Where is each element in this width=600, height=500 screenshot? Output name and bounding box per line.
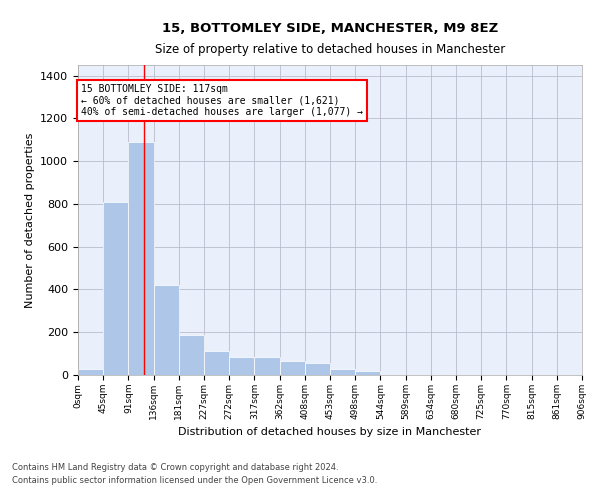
Bar [280,361,305,375]
Bar [204,352,229,375]
Bar [78,368,103,375]
Bar [103,202,128,375]
Bar [355,370,380,375]
Bar [128,142,154,375]
Bar [305,363,330,375]
Bar [229,357,254,375]
Text: 15 BOTTOMLEY SIDE: 117sqm
← 60% of detached houses are smaller (1,621)
40% of se: 15 BOTTOMLEY SIDE: 117sqm ← 60% of detac… [81,84,363,117]
Text: Contains public sector information licensed under the Open Government Licence v3: Contains public sector information licen… [12,476,377,485]
Text: Contains HM Land Registry data © Crown copyright and database right 2024.: Contains HM Land Registry data © Crown c… [12,464,338,472]
Bar [179,336,204,375]
Y-axis label: Number of detached properties: Number of detached properties [25,132,35,308]
X-axis label: Distribution of detached houses by size in Manchester: Distribution of detached houses by size … [179,428,482,438]
Text: 15, BOTTOMLEY SIDE, MANCHESTER, M9 8EZ: 15, BOTTOMLEY SIDE, MANCHESTER, M9 8EZ [162,22,498,36]
Bar [254,357,280,375]
Text: Size of property relative to detached houses in Manchester: Size of property relative to detached ho… [155,42,505,56]
Bar [330,368,355,375]
Bar [154,285,179,375]
